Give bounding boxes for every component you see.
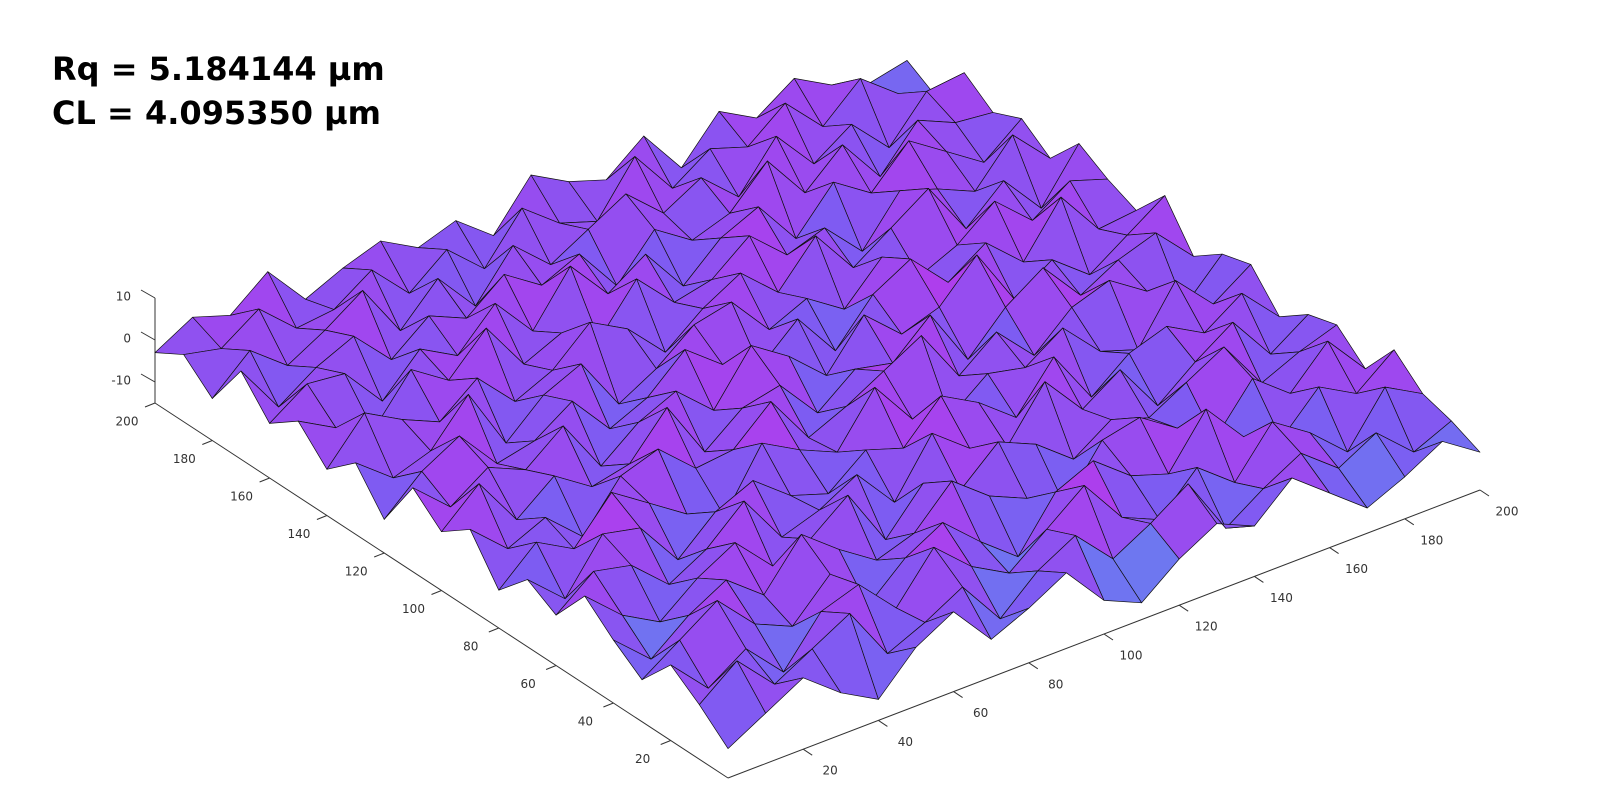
x-tick <box>1404 518 1415 526</box>
y-tick-label: 120 <box>345 565 368 579</box>
x-tick <box>1254 575 1264 583</box>
y-tick-label: 140 <box>287 527 310 541</box>
z-tick <box>140 289 156 299</box>
y-tick <box>603 702 614 708</box>
y-tick <box>374 552 385 558</box>
z-tick-label: 0 <box>123 332 131 346</box>
y-tick <box>144 402 156 408</box>
z-tick <box>140 331 156 341</box>
x-tick-label: 40 <box>898 735 913 749</box>
x-tick <box>1479 489 1490 497</box>
x-tick-label: 140 <box>1270 591 1293 605</box>
annotation: CL = 4.095350 µm <box>52 94 382 132</box>
x-tick-label: 60 <box>973 706 988 720</box>
y-tick-label: 100 <box>402 602 425 616</box>
x-tick <box>1028 662 1039 670</box>
y-tick-label: 40 <box>578 715 593 729</box>
x-tick-label: 120 <box>1195 620 1218 634</box>
x-tick <box>953 691 963 699</box>
x-tick <box>1329 547 1339 555</box>
y-tick <box>431 590 442 595</box>
z-tick-label: 10 <box>116 290 131 304</box>
y-tick-label: 80 <box>463 640 478 654</box>
y-tick <box>545 665 557 670</box>
x-tick <box>878 719 888 727</box>
x-tick-label: 80 <box>1048 677 1063 691</box>
x-tick <box>1103 633 1114 641</box>
y-tick <box>316 515 328 520</box>
annotation: Rq = 5.184144 µm <box>52 50 385 88</box>
x-tick <box>802 748 813 756</box>
surface-patch <box>183 348 251 399</box>
x-tick-label: 100 <box>1120 649 1143 663</box>
z-tick-label: -10 <box>111 374 131 388</box>
y-tick-label: 160 <box>230 490 253 504</box>
y-tick-label: 180 <box>173 452 196 466</box>
y-tick <box>488 627 499 633</box>
x-tick-label: 20 <box>823 764 838 778</box>
y-tick-label: 60 <box>520 677 535 691</box>
y-tick-label: 200 <box>116 415 139 429</box>
y-tick <box>259 477 270 483</box>
z-tick <box>140 373 156 383</box>
x-tick <box>1178 604 1189 612</box>
x-tick-label: 200 <box>1496 505 1519 519</box>
y-tick <box>660 740 671 745</box>
y-tick-label: 20 <box>635 752 650 766</box>
surface-patch <box>698 660 766 749</box>
x-tick-label: 180 <box>1420 533 1443 547</box>
y-tick <box>202 440 213 445</box>
x-tick-label: 160 <box>1345 562 1368 576</box>
